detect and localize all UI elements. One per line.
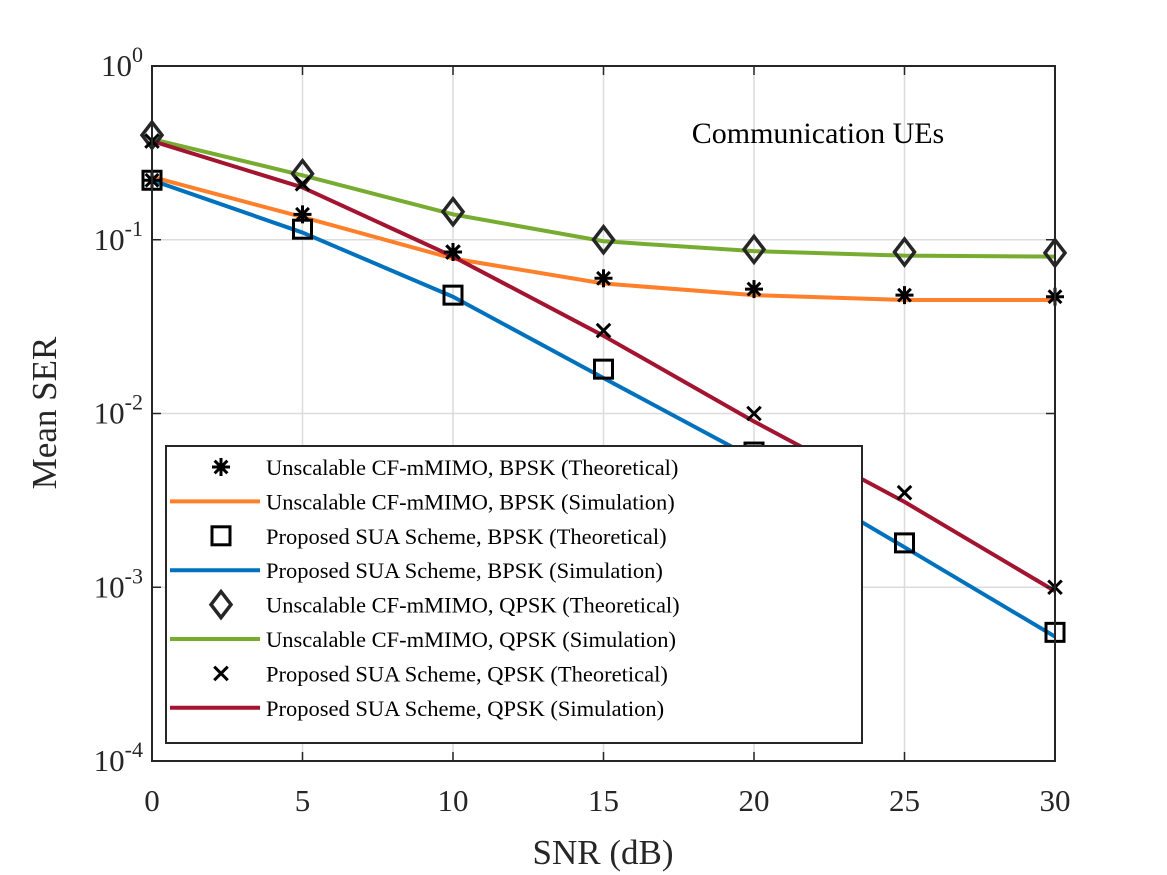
legend-label-6: Proposed SUA Scheme, QPSK (Theoretical) bbox=[266, 661, 668, 686]
legend-label-0: Unscalable CF-mMIMO, BPSK (Theoretical) bbox=[266, 455, 678, 480]
marker-s6-p1-stroke-b bbox=[294, 175, 311, 192]
marker-s0-p3-stroke-3 bbox=[596, 270, 611, 286]
marker-s0-p3 bbox=[594, 269, 613, 288]
y-tick-base--3: 10 bbox=[94, 569, 125, 604]
marker-s6-p5 bbox=[896, 484, 913, 501]
y-tick-label-0: 100 bbox=[101, 42, 143, 83]
marker-s0-p5 bbox=[895, 286, 914, 305]
marker-s6-p5-stroke-b bbox=[896, 484, 913, 501]
marker-s4-p2 bbox=[440, 195, 466, 228]
x-tick-label-5: 5 bbox=[295, 783, 311, 818]
y-axis-title: Mean SER bbox=[25, 336, 64, 489]
y-tick-label--2: 10-2 bbox=[94, 390, 143, 431]
legend-label-7: Proposed SUA Scheme, QPSK (Simulation) bbox=[266, 696, 664, 721]
y-tick-label--4: 10-4 bbox=[94, 737, 143, 778]
legend-marker-2 bbox=[210, 525, 232, 547]
axes bbox=[151, 65, 1056, 762]
legend-label-1: Unscalable CF-mMIMO, BPSK (Simulation) bbox=[266, 489, 675, 514]
marker-s6-p3 bbox=[595, 322, 612, 339]
axes-box bbox=[151, 65, 1056, 762]
series-markers bbox=[139, 119, 1068, 643]
legend-label-4: Unscalable CF-mMIMO, QPSK (Theoretical) bbox=[266, 593, 680, 618]
x-axis-title: SNR (dB) bbox=[533, 833, 674, 872]
marker-s0-p4-stroke-3 bbox=[746, 281, 762, 297]
y-tick-sup--2: -2 bbox=[125, 390, 143, 415]
marker-s0-p4 bbox=[745, 280, 763, 299]
x-tick-label-25: 25 bbox=[889, 783, 920, 818]
y-tick-base--2: 10 bbox=[94, 396, 125, 431]
marker-s4-p4 bbox=[741, 233, 767, 266]
legend-label-2: Proposed SUA Scheme, BPSK (Theoretical) bbox=[266, 524, 667, 549]
series-line-5 bbox=[152, 137, 1055, 259]
marker-s0-p1-stroke-3 bbox=[295, 206, 310, 222]
marker-s2-p2 bbox=[442, 284, 464, 306]
legend-marker-6-stroke-b bbox=[213, 665, 229, 682]
marker-s6-p4 bbox=[746, 405, 762, 422]
y-tick-sup--1: -1 bbox=[125, 216, 143, 241]
x-tick-label-10: 10 bbox=[438, 783, 469, 818]
y-tick-base--4: 10 bbox=[94, 743, 125, 778]
y-tick-sup--3: -3 bbox=[125, 563, 143, 588]
legend-marker-4 bbox=[208, 588, 234, 621]
x-tick-label-20: 20 bbox=[739, 783, 770, 818]
x-tick-label-15: 15 bbox=[588, 783, 619, 818]
legend-marker-6 bbox=[213, 665, 229, 682]
legend-label-3: Proposed SUA Scheme, BPSK (Simulation) bbox=[266, 558, 663, 583]
y-tick-base--1: 10 bbox=[94, 222, 125, 257]
marker-s6-p3-stroke-b bbox=[595, 322, 612, 339]
legend-marker-0-stroke-3 bbox=[213, 459, 229, 475]
marker-s2-p5 bbox=[894, 532, 915, 554]
marker-s2-p3 bbox=[593, 358, 614, 380]
marker-s6-p2 bbox=[445, 244, 461, 260]
annotation-communication-ues: Communication UEs bbox=[692, 117, 944, 150]
marker-s4-p3 bbox=[591, 223, 616, 256]
marker-s6-p2-stroke-b bbox=[445, 244, 461, 260]
legend: Unscalable CF-mMIMO, BPSK (Theoretical) U… bbox=[165, 445, 863, 744]
marker-s0-p1 bbox=[293, 205, 312, 224]
x-tick-label-0: 0 bbox=[144, 783, 160, 818]
marker-s4-p5 bbox=[892, 236, 917, 268]
marker-s2-p1 bbox=[292, 218, 313, 240]
series-markers-4 bbox=[139, 119, 1068, 269]
legend-label-5: Unscalable CF-mMIMO, QPSK (Simulation) bbox=[266, 627, 676, 652]
y-tick-label--1: 10-1 bbox=[94, 216, 143, 257]
marker-s0-p5-stroke-3 bbox=[897, 287, 912, 303]
legend-marker-0 bbox=[212, 458, 230, 476]
marker-s6-p1 bbox=[294, 175, 311, 192]
y-tick-base-0: 10 bbox=[101, 48, 132, 83]
y-tick-label--3: 10-3 bbox=[94, 563, 143, 604]
marker-s6-p4-stroke-b bbox=[746, 405, 762, 422]
legend-box bbox=[165, 445, 863, 744]
y-tick-sup--4: -4 bbox=[125, 737, 143, 762]
x-tick-label-30: 30 bbox=[1040, 783, 1071, 818]
y-tick-sup-0: 0 bbox=[132, 42, 143, 67]
marker-s4-p1 bbox=[290, 157, 315, 190]
